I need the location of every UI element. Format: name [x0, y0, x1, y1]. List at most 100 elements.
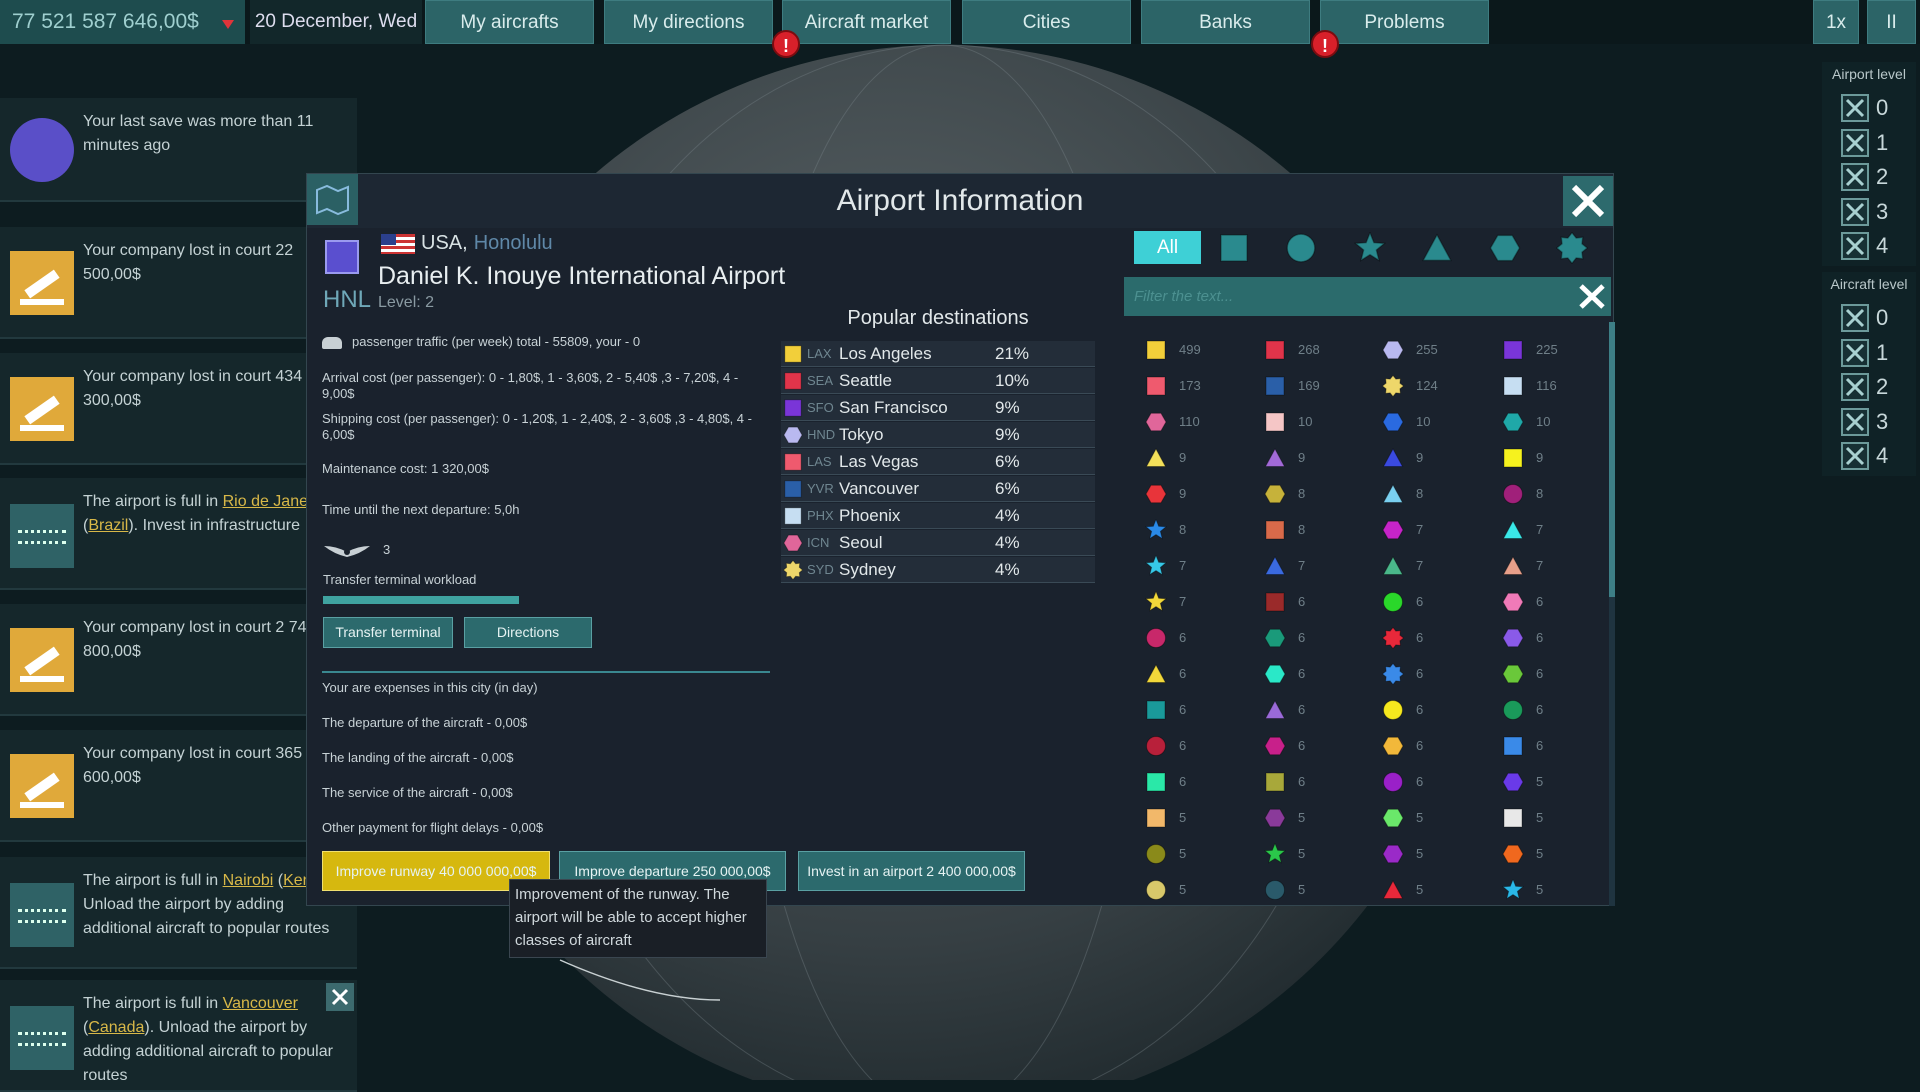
marker-count: 6 [1536, 630, 1544, 645]
marker-count: 8 [1536, 486, 1544, 501]
level-checkbox[interactable] [1841, 128, 1869, 157]
marker-count: 5 [1416, 882, 1424, 897]
star-icon [1354, 232, 1386, 262]
dialog-close[interactable] [1563, 176, 1613, 226]
filter-clear[interactable] [1573, 278, 1611, 315]
shape [1382, 375, 1404, 397]
shape [1502, 772, 1524, 792]
destination-city: San Francisco [839, 398, 948, 417]
workload-label: Transfer terminal workload [323, 572, 477, 587]
destination-code: PHX [807, 508, 834, 523]
level-checkbox[interactable] [1841, 407, 1869, 436]
dialog-button[interactable]: Transfer terminal [323, 617, 453, 648]
filter-input[interactable]: Filter the text... [1124, 277, 1611, 316]
scrollbar-thumb[interactable] [1609, 322, 1615, 597]
level-checkbox[interactable] [1841, 304, 1869, 332]
level-number: 3 [1876, 198, 1889, 224]
check-x [1845, 236, 1865, 256]
text: ( [273, 872, 284, 889]
marker-count: 8 [1298, 522, 1306, 537]
triangle-icon [1502, 555, 1524, 575]
nav-button[interactable]: Banks [1141, 0, 1310, 44]
square-icon [1503, 376, 1523, 396]
nav-button[interactable]: Aircraft market [782, 0, 951, 44]
notification: Your company lost in court 2 742 800,00$ [0, 604, 357, 716]
gavel-base [20, 299, 64, 305]
notification-text: Your company lost in court 365 600,00$ [83, 742, 353, 790]
airport-icon [10, 883, 74, 947]
destination-row: ICN Seoul 4% [781, 530, 1095, 556]
shape [1145, 412, 1167, 432]
notification: Your last save was more than 11 minutes … [0, 98, 357, 202]
shape [1146, 700, 1166, 720]
marker-count: 10 [1298, 414, 1313, 429]
court-icon [10, 251, 74, 315]
marker-count: 6 [1536, 702, 1544, 717]
destination-share: 6% [995, 452, 1020, 471]
balance[interactable]: 77 521 587 646,00$ [0, 0, 245, 44]
level-panel [1822, 272, 1916, 476]
shape [1503, 448, 1523, 468]
text: USA, [421, 232, 468, 254]
nav-button[interactable]: Problems [1320, 0, 1489, 44]
marker-count: 7 [1179, 594, 1187, 609]
notification: Your company lost in court 365 600,00$ [0, 730, 357, 842]
shape [1382, 879, 1404, 899]
level-checkbox[interactable] [1841, 94, 1869, 122]
marker-count: 6 [1179, 630, 1187, 645]
circle-icon [1146, 736, 1166, 756]
square-icon [1146, 700, 1166, 720]
check-x [1845, 133, 1865, 152]
notification: Your company lost in court 22 500,00$ [0, 227, 357, 339]
square-icon [1503, 736, 1523, 756]
level-checkbox[interactable] [1841, 338, 1869, 367]
airport-icon [10, 1006, 74, 1070]
pause-button[interactable]: II [1867, 0, 1916, 44]
info-icon [10, 118, 74, 182]
shape [1503, 700, 1523, 720]
speed-button[interactable]: 1x [1813, 0, 1859, 44]
marker-count: 6 [1536, 594, 1544, 609]
dialog-button[interactable]: Directions [464, 617, 592, 648]
court-icon [10, 628, 74, 692]
text: Your company lost in court 22 500,00$ [83, 242, 294, 283]
shape [1382, 483, 1404, 503]
square-icon [784, 372, 802, 390]
text: Your company lost in court 2 742 800,00$ [83, 619, 316, 660]
shape [1502, 844, 1524, 864]
hexagon-icon [1264, 736, 1286, 756]
improve-button[interactable]: Invest in an airport 2 400 000,00$ [798, 851, 1025, 891]
level-checkbox[interactable] [1841, 442, 1869, 470]
triangle-icon [1264, 447, 1286, 467]
square-icon [1265, 592, 1285, 612]
shape [784, 345, 802, 363]
shape [1265, 340, 1285, 360]
airport-color [325, 240, 359, 274]
gavel [24, 772, 60, 802]
level-checkbox[interactable] [1841, 197, 1869, 226]
shape [1382, 340, 1404, 360]
filter-all[interactable]: All [1134, 231, 1201, 264]
text: The airport is full in [83, 872, 223, 889]
shape [1264, 447, 1286, 467]
destination-row: LAX Los Angeles 21% [781, 341, 1095, 367]
nav-button[interactable]: Cities [962, 0, 1131, 44]
level-checkbox[interactable] [1841, 232, 1869, 260]
destination-city: Sydney [839, 560, 896, 579]
map-button[interactable] [307, 174, 358, 225]
shape [1354, 232, 1386, 262]
hexagon-icon [1382, 520, 1404, 540]
level-checkbox[interactable] [1841, 373, 1869, 401]
shape [1145, 555, 1167, 576]
marker-count: 8 [1298, 486, 1306, 501]
divider [322, 671, 770, 673]
nav-button[interactable]: My directions [604, 0, 773, 44]
hexagon-icon [1382, 808, 1404, 828]
level-checkbox[interactable] [1841, 163, 1869, 191]
circle-icon [1146, 880, 1166, 900]
check-x [1845, 377, 1865, 397]
shape [1503, 484, 1523, 504]
text: ). Invest in infrastructure [128, 517, 300, 534]
notification-text: The airport is full in Rio de Janeiro (B… [83, 490, 353, 538]
nav-button[interactable]: My aircrafts [425, 0, 594, 44]
